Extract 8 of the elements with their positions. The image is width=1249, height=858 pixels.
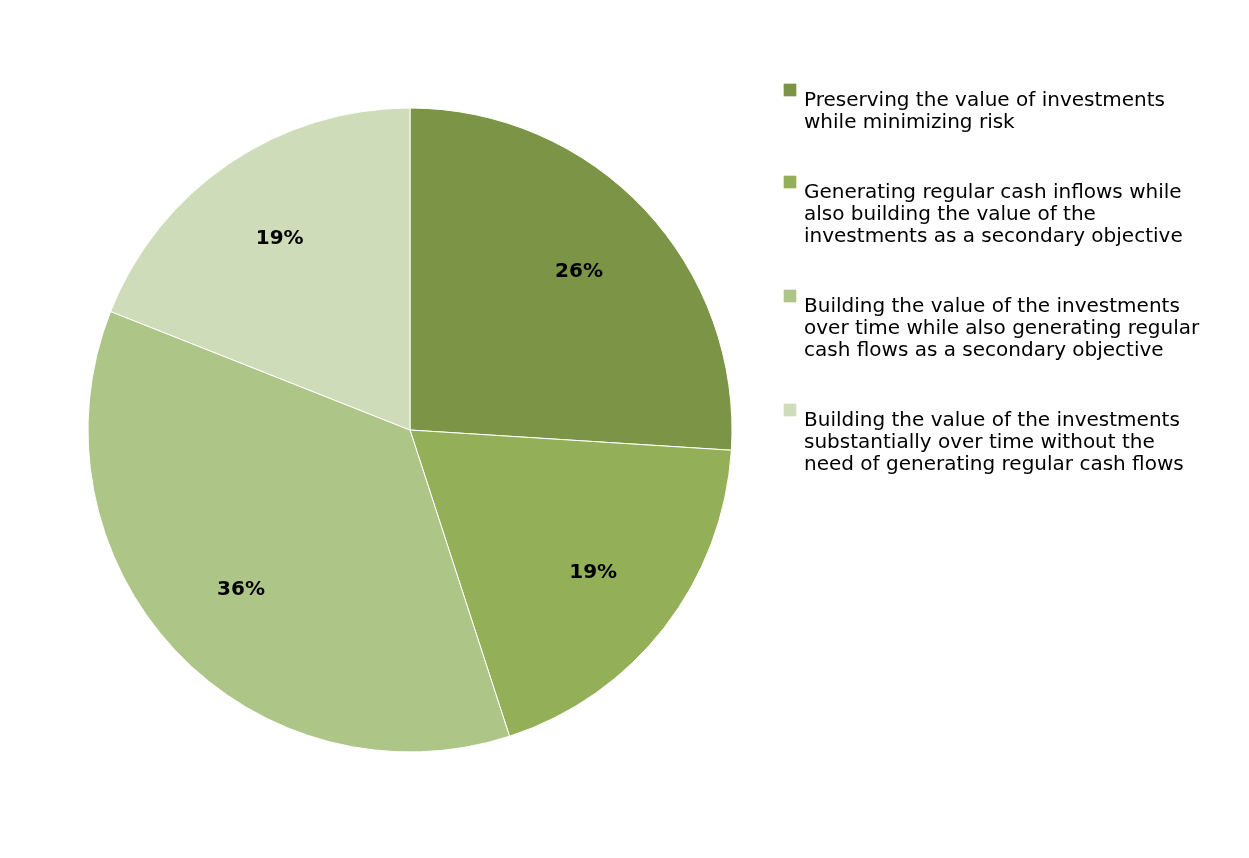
- data-label: 19%: [255, 225, 304, 250]
- legend-label: Generating regular cash inflows while also building the value of the investments as a secondary objective: [804, 179, 1183, 247]
- data-label: 19%: [569, 559, 618, 584]
- legend-label: Building the value of the investments substantially over time without the need of generating regular cash flows: [804, 407, 1184, 475]
- data-label: 36%: [217, 575, 265, 600]
- legend-label: Preserving the value of investments while minimizing risk: [804, 87, 1166, 133]
- data-label: 26%: [555, 258, 603, 283]
- legend-label: Building the value of the investments over time while also generating regular cash flows as a secondary objective: [804, 293, 1200, 361]
